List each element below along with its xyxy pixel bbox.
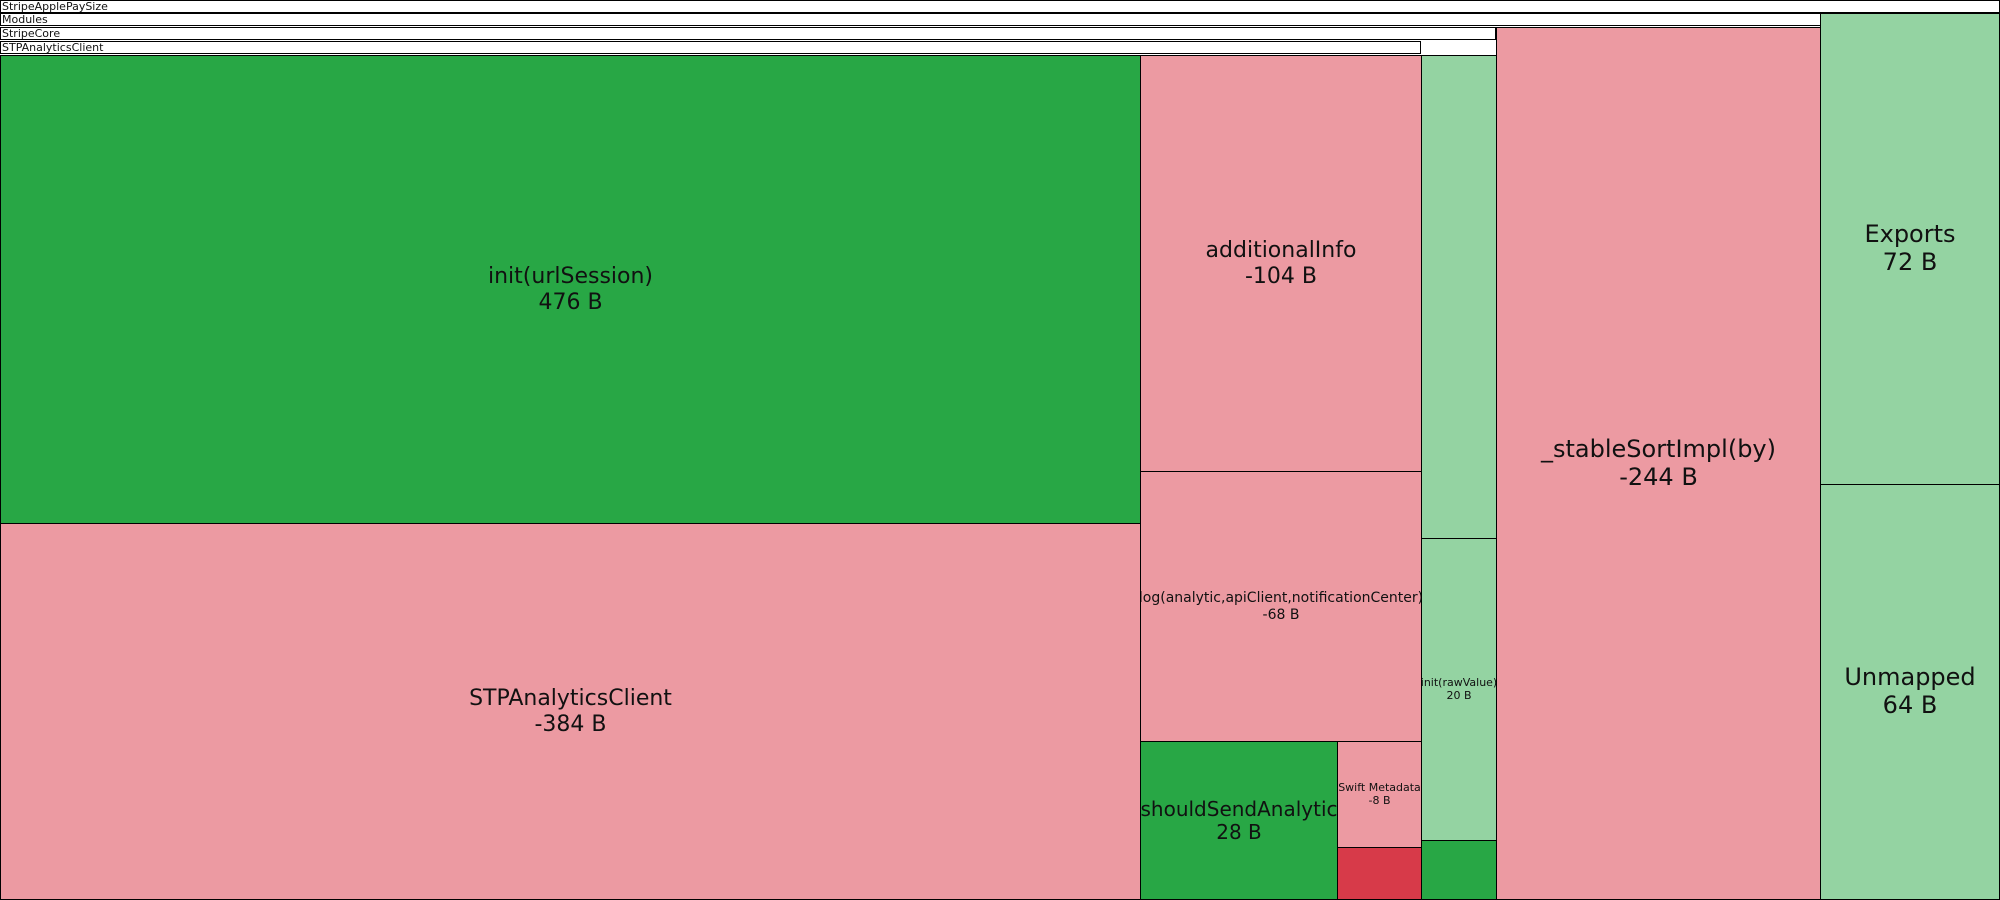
breadcrumb-band-modules[interactable]: Modules [0, 13, 2000, 26]
tile-log-analytic[interactable]: log(analytic,apiClient,notificationCente… [1140, 471, 1422, 742]
tile-name-label: log(analytic,apiClient,notificationCente… [1140, 590, 1422, 607]
breadcrumb-band-stpanalyticsclient[interactable]: STPAnalyticsClient [0, 41, 1421, 54]
tile-exports[interactable]: Exports 72 B [1820, 13, 2000, 485]
tile-unlabeled-green[interactable] [1421, 840, 1497, 900]
tile-name-label: Exports [1864, 220, 1956, 249]
tile-size-label: -104 B [1244, 263, 1317, 289]
tile-name-label: Swift Metadata [1338, 780, 1421, 794]
tile-size-label: 64 B [1882, 691, 1938, 719]
tile-name-label: additionalInfo [1205, 238, 1357, 264]
tile-size-label: -384 B [534, 711, 607, 737]
tile-name-label: init(urlSession) [488, 264, 653, 290]
tile-name-label: STPAnalyticsClient [469, 686, 672, 712]
breadcrumb-band-stripecore[interactable]: StripeCore [0, 27, 1496, 40]
tile-additionalinfo[interactable]: additionalInfo -104 B [1140, 55, 1422, 472]
tile-stpanalyticsclient[interactable]: STPAnalyticsClient -384 B [0, 523, 1141, 900]
tile-name-label: init(rawValue) [1421, 675, 1497, 689]
tile-size-label: 28 B [1216, 819, 1262, 844]
tile-name-label: shouldSendAnalytic [1140, 796, 1338, 821]
tile-size-label: -8 B [1368, 793, 1391, 807]
tile-init-rawvalue[interactable]: init(rawValue) 20 B [1421, 538, 1497, 841]
tile-size-label: 476 B [538, 289, 603, 315]
tile-size-label: -68 B [1262, 606, 1300, 623]
tile-stablesortimpl[interactable]: _stableSortImpl(by) -244 B [1496, 27, 1821, 900]
tile-shouldsendanalytic[interactable]: shouldSendAnalytic 28 B [1140, 741, 1338, 900]
tile-swift-metadata[interactable]: Swift Metadata -8 B [1337, 741, 1422, 848]
tile-unlabeled-red[interactable] [1337, 847, 1422, 900]
tile-init-urlsession[interactable]: init(urlSession) 476 B [0, 55, 1141, 524]
breadcrumb-band-root[interactable]: StripeApplePaySize [0, 0, 2000, 13]
tile-size-label: 20 B [1446, 688, 1472, 702]
tile-size-label: 72 B [1882, 248, 1938, 276]
tile-name-label: Unmapped [1844, 663, 1976, 692]
tile-unlabeled-light-green[interactable] [1421, 55, 1497, 539]
tile-unmapped[interactable]: Unmapped 64 B [1820, 484, 2000, 900]
tile-name-label: _stableSortImpl(by) [1540, 434, 1776, 463]
tile-size-label: -244 B [1619, 462, 1698, 491]
